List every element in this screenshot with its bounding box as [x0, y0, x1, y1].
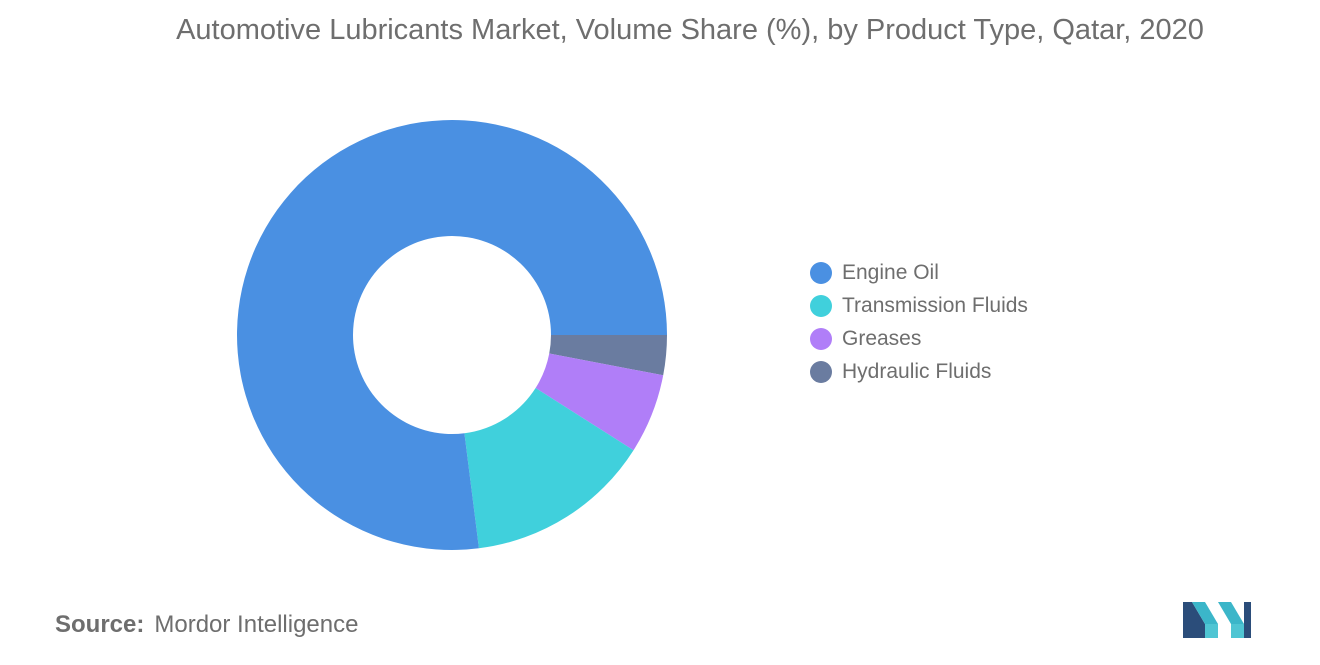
- chart-title: Automotive Lubricants Market, Volume Sha…: [176, 14, 1204, 46]
- donut-slice-transmission-fluids: [464, 388, 634, 549]
- legend-label-hydraulic-fluids: Hydraulic Fluids: [842, 359, 992, 383]
- legend-swatch-engine-oil: [810, 261, 832, 284]
- source-text: Mordor Intelligence: [154, 611, 359, 638]
- source-label: Source:: [55, 611, 145, 638]
- mordor-intelligence-logo-icon: [1183, 602, 1251, 638]
- legend-label-transmission-fluids: Transmission Fluids: [842, 293, 1028, 317]
- legend-item-transmission-fluids: Transmission Fluids: [810, 289, 1028, 322]
- legend-item-hydraulic-fluids: Hydraulic Fluids: [810, 355, 1028, 388]
- donut-slice-greases: [535, 353, 664, 451]
- legend-swatch-greases: [810, 327, 832, 350]
- legend-swatch-transmission-fluids: [810, 294, 832, 317]
- donut-slice-engine-oil: [237, 120, 668, 550]
- legend-item-engine-oil: Engine Oil: [810, 256, 1028, 289]
- legend-label-engine-oil: Engine Oil: [842, 260, 939, 284]
- source-note: Source: Mordor Intelligence: [55, 611, 358, 639]
- legend-label-greases: Greases: [842, 326, 922, 350]
- donut-slice-hydraulic-fluids: [549, 335, 667, 376]
- donut-slices: [237, 120, 668, 550]
- legend-swatch-hydraulic-fluids: [810, 360, 832, 383]
- legend-item-greases: Greases: [810, 322, 1028, 355]
- chart-legend: Engine Oil Transmission Fluids Greases H…: [810, 256, 1028, 388]
